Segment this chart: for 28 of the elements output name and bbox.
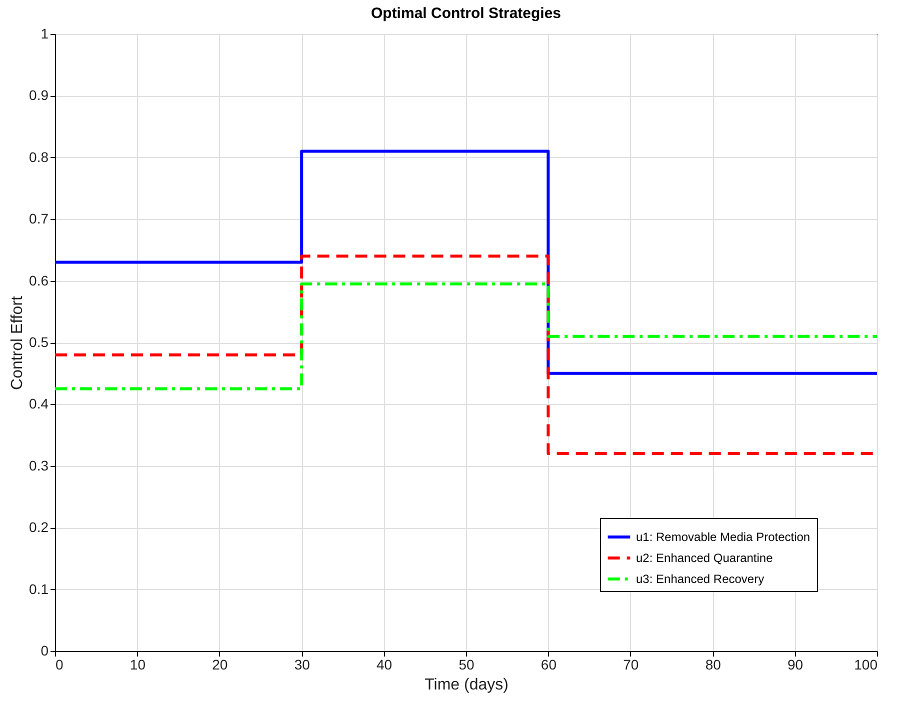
x-tick-label: 30: [294, 656, 310, 672]
x-tick-label: 20: [212, 656, 228, 672]
y-tick-label: 0.4: [29, 396, 49, 412]
y-tick-label: 0.7: [29, 210, 49, 227]
y-tick-label: 0.1: [29, 580, 49, 597]
x-tick-label: 40: [376, 656, 392, 672]
legend-label: u3: Enhanced Recovery: [636, 572, 764, 586]
x-tick-label: 10: [130, 656, 146, 672]
y-tick-label: 1: [40, 26, 49, 42]
x-axis-title: Time (days): [424, 676, 508, 694]
y-axis-title: Control Effort: [9, 295, 26, 390]
y-tick-label: 0.5: [29, 334, 49, 350]
y-tick-label: 0.8: [29, 148, 49, 165]
x-tick-label: 50: [458, 656, 474, 672]
legend-label: u1: Removable Media Protection: [636, 530, 810, 544]
legend-label: u2: Enhanced Quarantine: [636, 551, 774, 565]
y-tick-label: 0.9: [29, 87, 49, 104]
x-tick-label: 60: [540, 656, 557, 672]
x-tick-label: 90: [788, 656, 804, 672]
chart-title: Optimal Control Strategies: [370, 5, 562, 22]
y-tick-label: 0.6: [29, 272, 49, 288]
y-tick-label: 0.2: [29, 519, 49, 536]
x-tick-label: 100: [854, 656, 878, 672]
y-tick-label: 0: [40, 642, 49, 658]
x-tick-label: 80: [705, 656, 722, 672]
y-tick-label: 0.3: [29, 457, 49, 474]
x-tick-label: 70: [623, 656, 639, 672]
x-tick-label: 0: [56, 656, 64, 672]
